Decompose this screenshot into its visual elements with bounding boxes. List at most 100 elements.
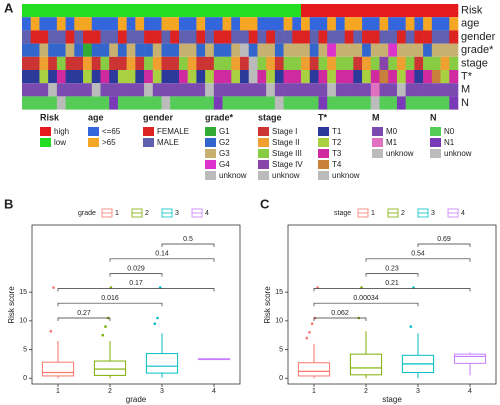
heatmap-cell — [135, 70, 145, 84]
legend-swatch — [88, 127, 99, 136]
heatmap-cell — [144, 17, 154, 31]
panel — [31, 224, 241, 385]
legend-label: N1 — [444, 138, 455, 147]
heatmap-cell — [152, 70, 162, 84]
heatmap-cell — [344, 83, 354, 97]
heatmap-cell — [283, 4, 293, 18]
legend-label: M1 — [386, 138, 398, 147]
legend-label: N0 — [444, 127, 455, 136]
heatmap-cell — [74, 83, 84, 97]
heatmap-cell — [318, 96, 328, 110]
legend-label: Stage I — [272, 127, 297, 136]
heatmap-cell — [396, 4, 406, 18]
heatmap-cell — [379, 96, 389, 110]
legend-label: unknow — [444, 149, 472, 158]
legend-swatch — [318, 138, 329, 147]
heatmap-cell — [187, 30, 197, 44]
heatmap-cell — [379, 70, 389, 84]
heatmap-cell — [109, 56, 119, 70]
heatmap-cell — [196, 56, 206, 70]
heatmap-cell — [74, 96, 84, 110]
legend-title: N — [430, 112, 437, 122]
heatmap-cell — [22, 96, 32, 110]
heatmap-cell — [83, 17, 93, 31]
heatmap-cell — [83, 70, 93, 84]
heatmap-cell — [266, 30, 276, 44]
heatmap-cell — [205, 4, 215, 18]
heatmap-cell — [231, 70, 241, 84]
heatmap-cell — [152, 96, 162, 110]
heatmap-cell — [196, 30, 206, 44]
heatmap-cell — [283, 70, 293, 84]
heatmap-cell — [91, 56, 101, 70]
heatmap-cell — [414, 56, 424, 70]
heatmap-cell — [135, 96, 145, 110]
heatmap-cell — [170, 43, 180, 57]
heatmap-cell — [449, 4, 459, 18]
legend-label: unknow — [219, 171, 247, 180]
heatmap-cell — [74, 17, 84, 31]
heatmap-cell — [117, 83, 127, 97]
heatmap-cell — [213, 43, 223, 57]
heatmap-cell — [196, 70, 206, 84]
x-axis-title: grade — [126, 395, 147, 404]
heatmap-cell — [431, 4, 441, 18]
heatmap-cell — [379, 83, 389, 97]
heatmap-cell — [213, 96, 223, 110]
heatmap-cell — [301, 4, 311, 18]
heatmap-cell — [170, 30, 180, 44]
heatmap-cell — [283, 30, 293, 44]
heatmap-cell — [39, 83, 49, 97]
heatmap-cell — [370, 43, 380, 57]
heatmap-cell — [109, 96, 119, 110]
heatmap-cell — [414, 96, 424, 110]
heatmap-cell — [274, 70, 284, 84]
heatmap-cell — [161, 17, 171, 31]
heatmap-cell — [231, 43, 241, 57]
heatmap-cell — [213, 56, 223, 70]
heatmap-cell — [205, 17, 215, 31]
heatmap-cell — [379, 43, 389, 57]
heatmap-cell — [187, 4, 197, 18]
heatmap-cell — [344, 4, 354, 18]
y-axis-title: Risk score — [263, 286, 272, 324]
y-tick-label: 0 — [279, 375, 283, 382]
heatmap-cell — [388, 4, 398, 18]
heatmap-cell — [196, 96, 206, 110]
heatmap-cell — [431, 83, 441, 97]
heatmap-cell — [83, 4, 93, 18]
x-tick-label: 3 — [160, 388, 164, 395]
row-label: age — [461, 18, 479, 30]
heatmap-cell — [74, 70, 84, 84]
legend-swatch — [430, 138, 441, 147]
heatmap-cell — [170, 70, 180, 84]
heatmap-cell — [414, 4, 424, 18]
heatmap-cell — [370, 70, 380, 84]
y-tick-label: 5 — [23, 346, 27, 353]
heatmap-cell — [205, 30, 215, 44]
panel-label: C — [260, 196, 270, 211]
heatmap-cell — [335, 96, 345, 110]
legend-swatch — [205, 138, 216, 147]
heatmap-cell — [388, 96, 398, 110]
heatmap-cell — [431, 56, 441, 70]
row-label: Risk — [461, 5, 483, 17]
panel-label: B — [4, 196, 13, 211]
heatmap-cell — [144, 30, 154, 44]
heatmap-cell — [274, 43, 284, 57]
heatmap-cell — [301, 70, 311, 84]
heatmap-cell — [48, 43, 58, 57]
heatmap-cell — [423, 30, 433, 44]
heatmap-cell — [135, 83, 145, 97]
heatmap-cell — [109, 30, 119, 44]
heatmap-cell — [292, 56, 302, 70]
legend-swatch — [372, 149, 383, 158]
heatmap-cell — [248, 43, 258, 57]
heatmap-cell — [65, 30, 75, 44]
heatmap-cell — [405, 30, 415, 44]
legend-label: 3 — [175, 210, 179, 217]
heatmap-cell — [91, 17, 101, 31]
heatmap-cell — [152, 83, 162, 97]
y-tick-label: 10 — [19, 318, 27, 325]
legend-label: 3 — [431, 210, 435, 217]
